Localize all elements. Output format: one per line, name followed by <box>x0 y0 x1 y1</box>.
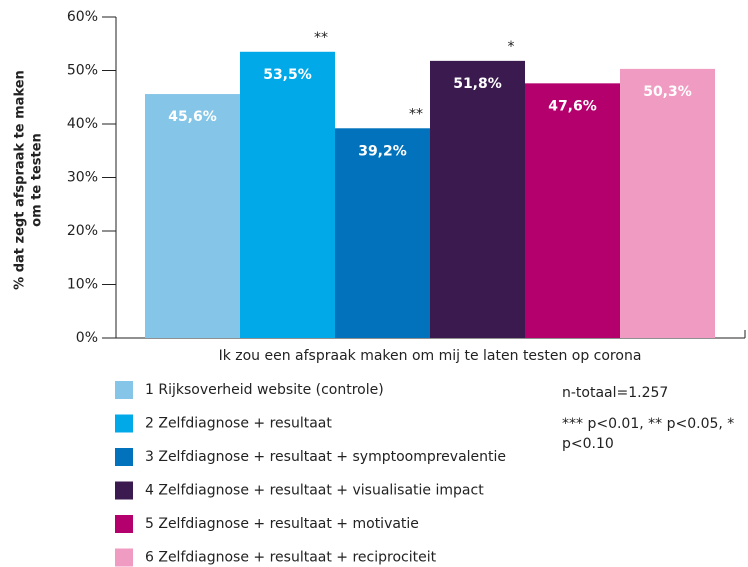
legend-swatch <box>115 481 133 500</box>
significance: ** <box>409 106 423 122</box>
x-tick-label: Ik zou een afspraak maken om mij te late… <box>219 348 642 364</box>
legend-label: 4 Zelfdiagnose + resultaat + visualisati… <box>145 483 484 499</box>
legend-label: 1 Rijksoverheid website (controle) <box>145 382 384 398</box>
legend-swatch <box>115 515 133 533</box>
data-label: 50,3% <box>643 84 692 100</box>
legend-label: 6 Zelfdiagnose + resultaat + reciprocite… <box>145 550 437 566</box>
legend-swatch <box>115 414 133 433</box>
bar <box>240 51 335 339</box>
legend-label: 2 Zelfdiagnose + resultaat <box>145 416 332 432</box>
y-tick-label: 0% <box>76 330 98 346</box>
data-label: 47,6% <box>548 98 597 114</box>
y-tick-label: 60% <box>67 9 98 25</box>
bar <box>145 94 240 338</box>
y-tick-label: 10% <box>67 277 98 293</box>
bar <box>430 60 525 339</box>
significance: ** <box>314 30 328 46</box>
y-tick-label: 30% <box>67 170 98 186</box>
legend-label: 5 Zelfdiagnose + resultaat + motivatie <box>145 516 419 532</box>
y-label: % dat zegt afspraak te maken om te teste… <box>13 70 45 290</box>
note: *** p<0.01, ** p<0.05, * p<0.10 <box>562 416 735 452</box>
y-label-line: % dat zegt afspraak te maken <box>13 70 28 290</box>
bar <box>620 68 715 339</box>
y-tick-label: 20% <box>67 223 98 239</box>
y-tick-label: 40% <box>67 116 98 132</box>
data-label: 39,2% <box>358 143 407 159</box>
note: n-totaal=1.257 <box>562 385 669 401</box>
data-label: 51,8% <box>453 76 502 92</box>
legend-swatch <box>115 548 133 567</box>
bar <box>525 83 620 338</box>
y-label-line: om te testen <box>30 133 45 227</box>
data-label: 45,6% <box>168 109 217 125</box>
significance: * <box>508 39 515 55</box>
bar <box>335 128 430 338</box>
legend-swatch <box>115 381 133 399</box>
legend-label: 3 Zelfdiagnose + resultaat + symptoompre… <box>145 449 506 465</box>
legend-swatch <box>115 448 133 466</box>
y-tick-label: 50% <box>67 63 98 79</box>
data-label: 53,5% <box>263 67 312 83</box>
